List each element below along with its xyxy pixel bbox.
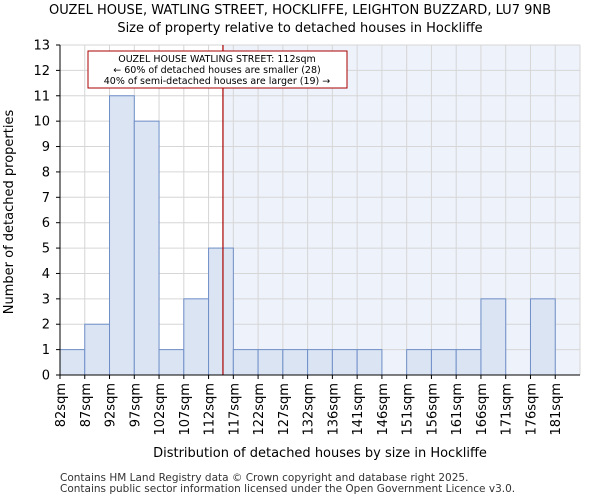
chart-title: OUZEL HOUSE, WATLING STREET, HOCKLIFFE, …	[49, 3, 551, 18]
bar-151sqm	[406, 349, 432, 376]
bar-87sqm	[84, 323, 111, 376]
annotation-line-2: ← 60% of detached houses are smaller (28…	[113, 65, 320, 76]
bar-132sqm	[307, 349, 333, 376]
annotation-line-3: 40% of semi-detached houses are larger (…	[104, 76, 331, 87]
highlight-region	[222, 45, 580, 375]
y-tick-label: 9	[42, 140, 50, 155]
bar-166sqm	[480, 298, 507, 376]
x-axis-label: Distribution of detached houses by size …	[153, 446, 487, 461]
x-tick-label: 156sqm	[425, 383, 440, 436]
bar-161sqm	[455, 349, 482, 376]
x-tick-label: 151sqm	[401, 383, 416, 436]
bar-117sqm	[232, 349, 259, 376]
x-tick-label: 146sqm	[376, 383, 391, 436]
y-tick-label: 2	[42, 318, 50, 333]
y-tick-label: 4	[42, 267, 50, 282]
annotation-line-1: OUZEL HOUSE WATLING STREET: 112sqm	[118, 54, 316, 65]
y-tick-label: 1	[42, 343, 50, 358]
bar-112sqm	[208, 247, 234, 376]
bar-156sqm	[430, 349, 457, 376]
bar-141sqm	[356, 349, 383, 376]
y-tick-label: 7	[42, 191, 50, 206]
x-tick-label: 82sqm	[54, 383, 69, 427]
footer-line-2: Contains public sector information licen…	[60, 483, 516, 495]
bar-97sqm	[133, 120, 160, 376]
bar-82sqm	[59, 349, 86, 376]
x-tick-label: 136sqm	[326, 383, 341, 436]
annotation-box	[87, 50, 348, 89]
y-tick-label: 0	[42, 369, 50, 384]
y-axis-label: Number of detached properties	[2, 110, 17, 315]
x-tick-label: 122sqm	[252, 383, 267, 436]
x-tick-label: 181sqm	[549, 383, 564, 436]
bar-102sqm	[158, 349, 185, 376]
x-tick-label: 171sqm	[500, 383, 515, 436]
x-tick-label: 102sqm	[153, 383, 168, 436]
y-tick-label: 12	[33, 64, 50, 79]
y-tick-label: 13	[33, 39, 50, 54]
x-tick-label: 166sqm	[475, 383, 490, 436]
x-tick-label: 132sqm	[302, 383, 317, 436]
y-tick-label: 8	[42, 165, 50, 180]
bar-176sqm	[529, 298, 556, 376]
y-tick-label: 3	[42, 292, 50, 307]
bar-127sqm	[282, 349, 309, 376]
y-tick-label: 10	[33, 115, 50, 130]
y-tick-label: 5	[42, 242, 50, 257]
bar-136sqm	[331, 349, 358, 376]
bar-107sqm	[183, 298, 210, 376]
x-tick-label: 92sqm	[104, 383, 119, 427]
footer-line-1: Contains HM Land Registry data © Crown c…	[60, 472, 469, 484]
chart-subtitle: Size of property relative to detached ho…	[117, 21, 482, 36]
x-tick-label: 112sqm	[203, 383, 218, 436]
x-tick-label: 127sqm	[277, 383, 292, 436]
x-tick-label: 87sqm	[79, 383, 94, 427]
x-tick-label: 117sqm	[227, 383, 242, 436]
y-tick-label: 11	[33, 89, 50, 104]
x-tick-label: 97sqm	[128, 383, 143, 427]
y-tick-label: 6	[42, 216, 50, 231]
x-tick-label: 176sqm	[524, 383, 539, 436]
x-tick-label: 141sqm	[351, 383, 366, 436]
bar-92sqm	[109, 95, 135, 376]
x-tick-label: 107sqm	[178, 383, 193, 436]
bar-122sqm	[257, 349, 284, 376]
x-tick-label: 161sqm	[450, 383, 465, 436]
